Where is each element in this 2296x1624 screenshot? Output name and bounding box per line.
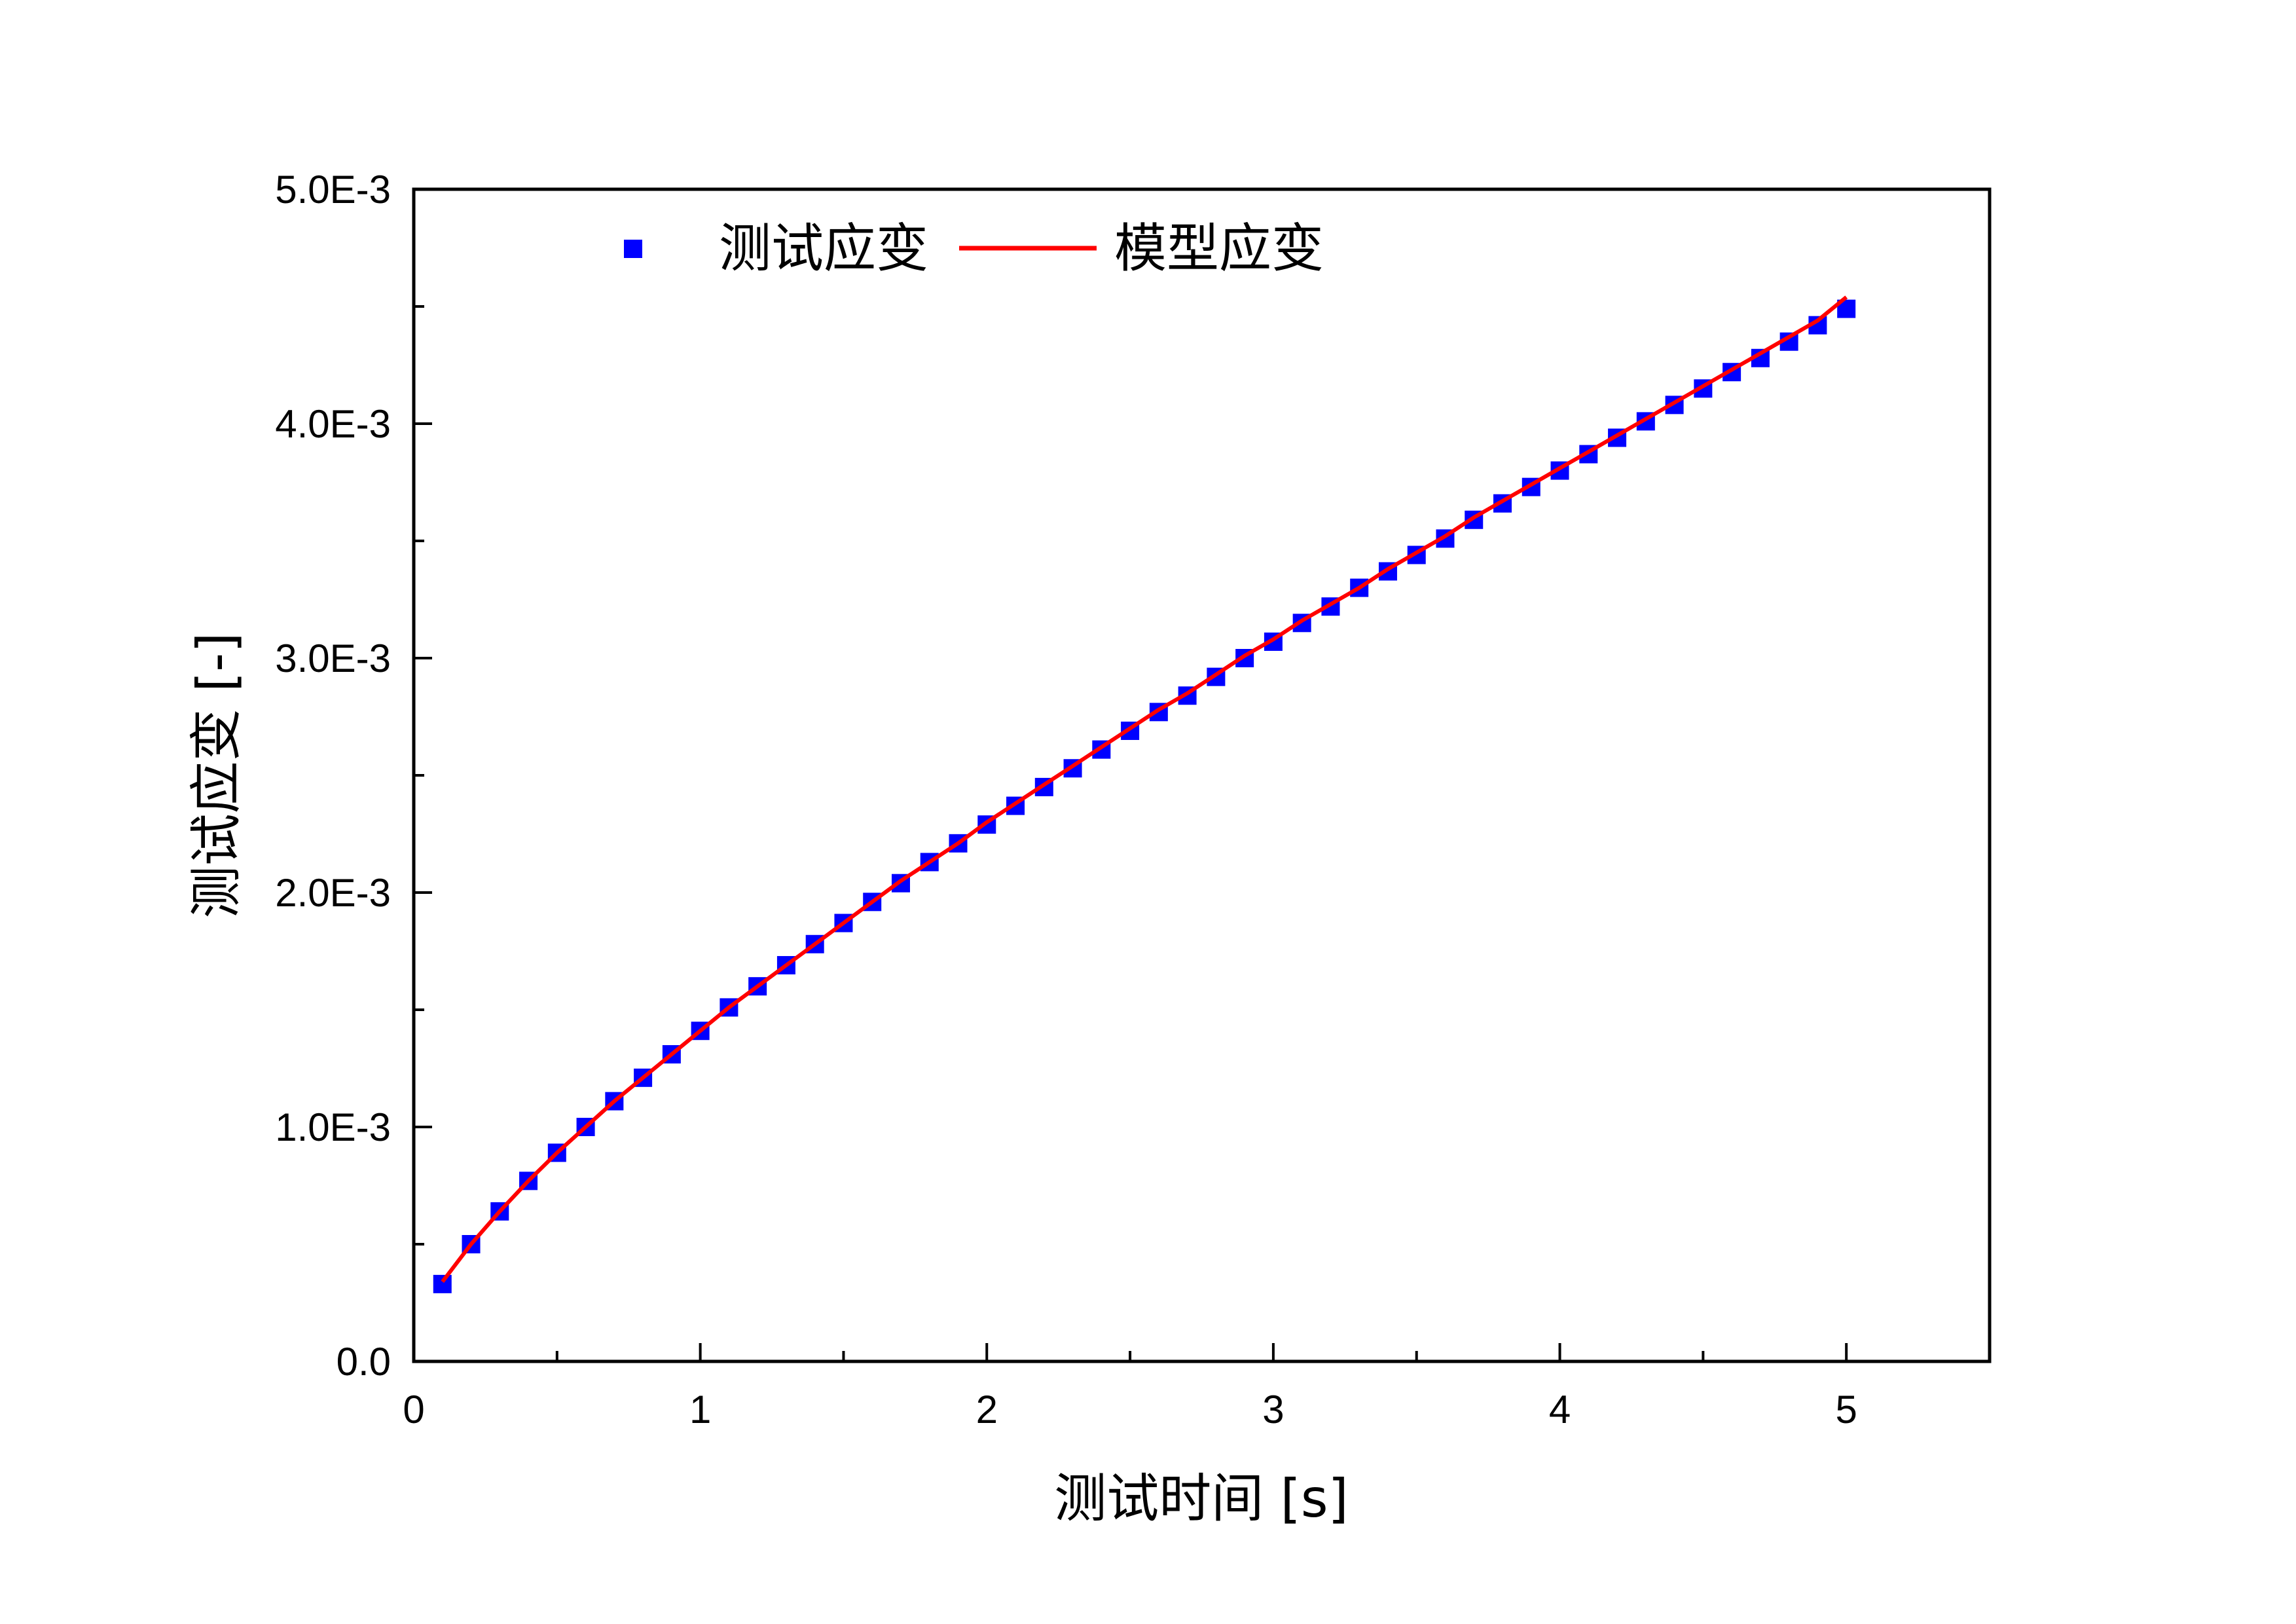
y-axis-title: 测试应变 [-] — [186, 633, 247, 919]
y-tick-label: 3.0E-3 — [275, 637, 391, 680]
x-tick-label: 1 — [689, 1388, 711, 1431]
y-axis: 0.0 1.0E-3 2.0E-3 3.0E-3 4.0E-3 5.0E-3 — [275, 168, 432, 1384]
legend-marker-measured — [624, 240, 642, 258]
data-series — [433, 295, 1856, 1293]
x-axis: 0 1 2 3 4 5 — [403, 1343, 1991, 1431]
x-tick-label: 0 — [403, 1388, 424, 1431]
x-tick-label: 2 — [976, 1388, 998, 1431]
legend-label-model: 模型应变 — [1114, 218, 1324, 279]
x-axis-title: 测试时间 [s] — [1054, 1468, 1349, 1529]
y-tick-label: 5.0E-3 — [275, 168, 391, 212]
y-tick-label: 2.0E-3 — [275, 871, 391, 915]
y-tick-label: 0.0 — [337, 1340, 391, 1384]
y-tick-label: 1.0E-3 — [275, 1105, 391, 1149]
legend-label-measured: 测试应变 — [719, 218, 928, 279]
x-tick-label: 4 — [1549, 1388, 1571, 1431]
legend: 测试应变 模型应变 — [624, 218, 1324, 279]
y-tick-label: 4.0E-3 — [275, 402, 391, 446]
model-strain-line — [441, 295, 1848, 1283]
x-tick-label: 3 — [1262, 1388, 1284, 1431]
x-tick-label: 5 — [1835, 1388, 1857, 1431]
measured-strain-point — [433, 1274, 452, 1293]
